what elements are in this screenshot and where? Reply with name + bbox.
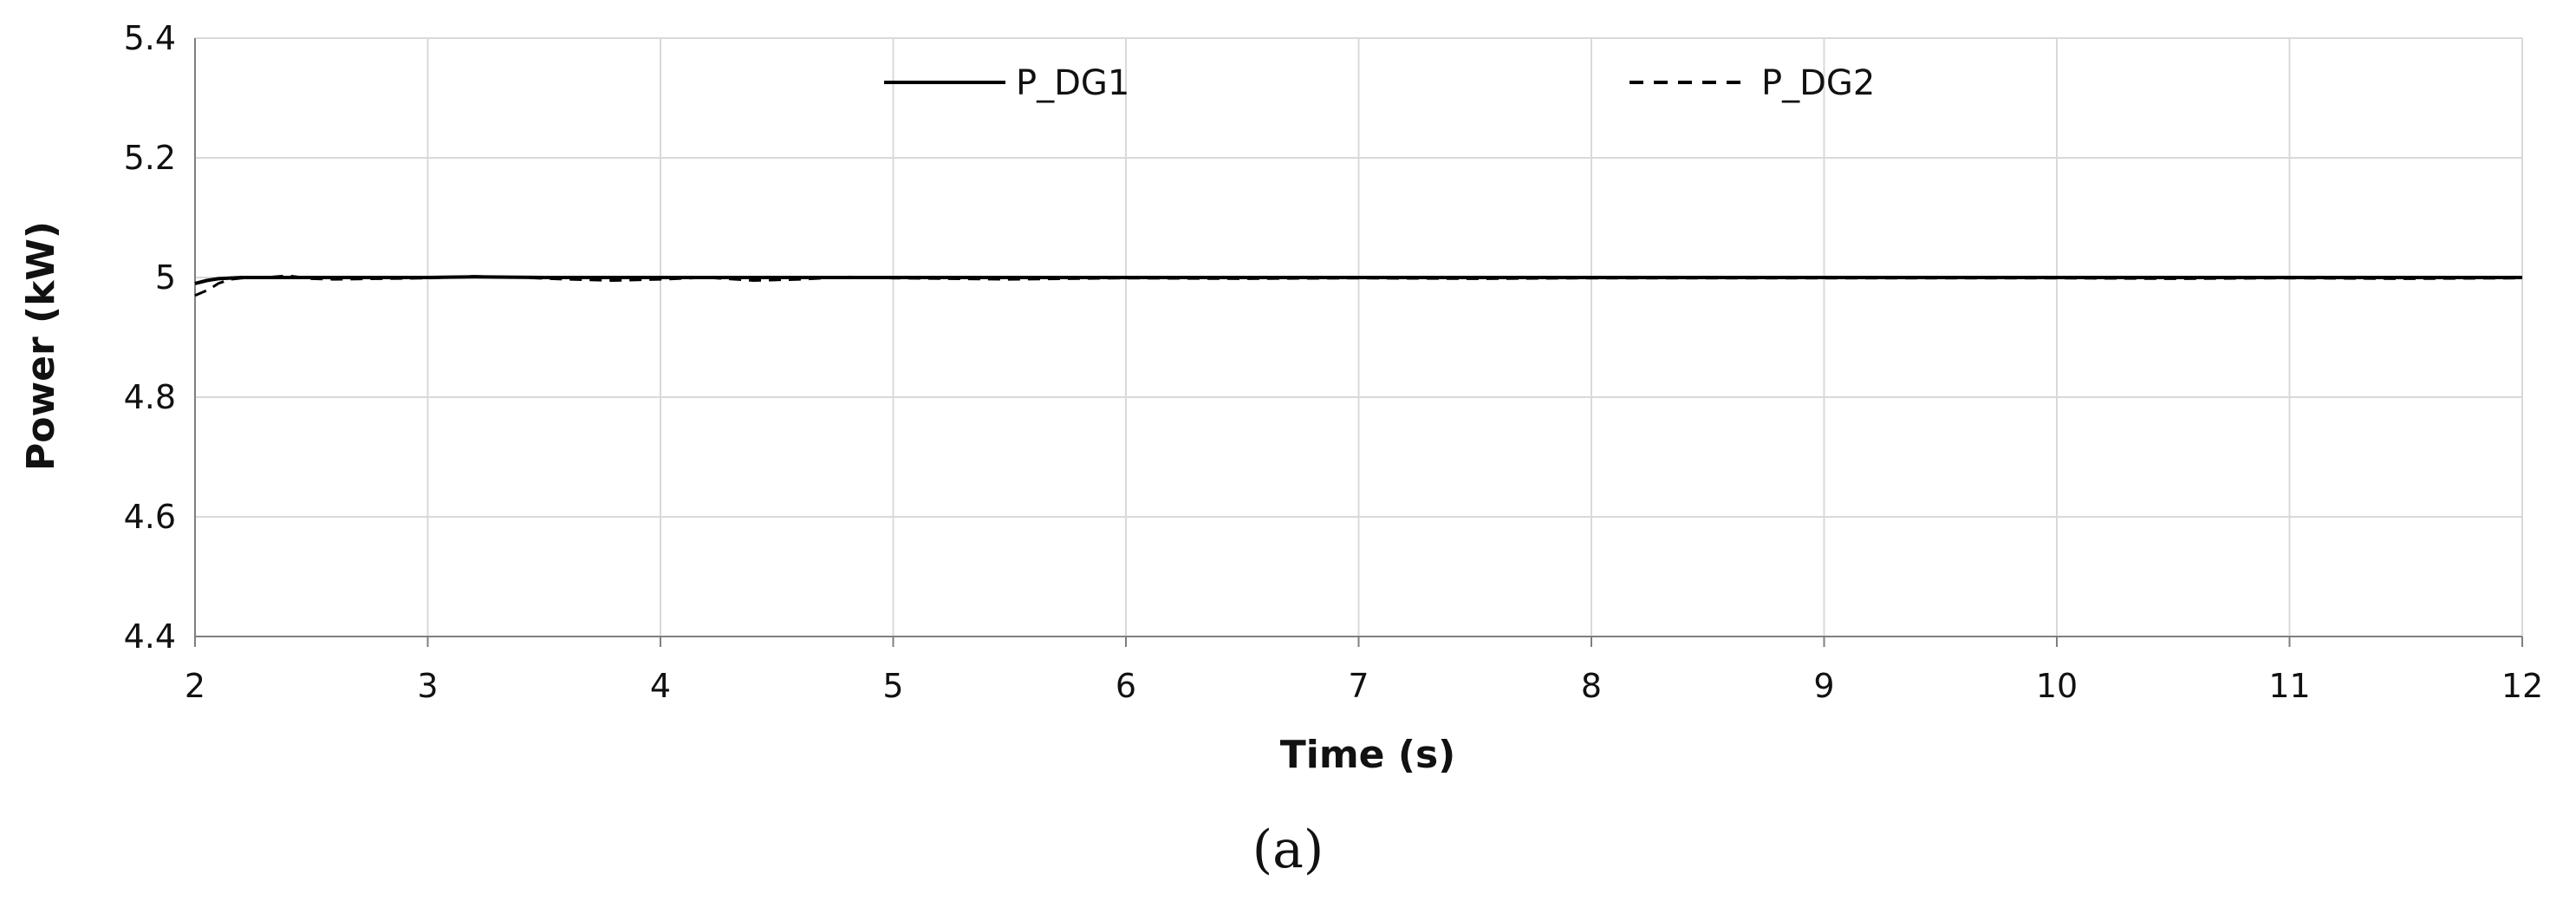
y-tick-label: 5.4	[124, 19, 176, 57]
x-tick-label: 3	[417, 667, 438, 705]
x-tick-label: 9	[1813, 667, 1834, 705]
x-tick-label: 11	[2268, 667, 2310, 705]
y-tick-label: 5	[155, 258, 176, 297]
y-tick-label: 4.6	[124, 498, 176, 536]
x-tick-label: 12	[2501, 667, 2543, 705]
grid-layer	[195, 37, 2523, 637]
y-axis-title: Power (kW)	[19, 221, 63, 471]
y-tick-label: 5.2	[124, 139, 176, 177]
x-tick-label: 5	[882, 667, 903, 705]
series-line-p-dg2	[194, 274, 2523, 297]
x-tick-label: 10	[2036, 667, 2078, 705]
y-tick-label: 4.4	[124, 617, 176, 656]
legend-label: P_DG2	[1761, 63, 1875, 103]
x-axis-title: Time (s)	[1280, 733, 1456, 777]
legend-label: P_DG1	[1016, 63, 1129, 103]
legend: P_DG1 P_DG2	[884, 63, 1875, 103]
y-tick-label: 4.8	[124, 378, 176, 416]
axis-layer	[194, 38, 2523, 647]
x-tick-label: 2	[185, 667, 205, 705]
figure-caption: (a)	[1252, 819, 1324, 880]
series-layer	[194, 274, 2523, 297]
tick-layer: 4.4 4.6 4.8 5 5.2 5.4 2 3 4 5 6 7 8 9 10 11 12	[124, 19, 2544, 705]
x-tick-label: 4	[650, 667, 671, 705]
x-tick-label: 8	[1581, 667, 1602, 705]
x-tick-label: 6	[1116, 667, 1136, 705]
x-tick-label: 7	[1348, 667, 1369, 705]
